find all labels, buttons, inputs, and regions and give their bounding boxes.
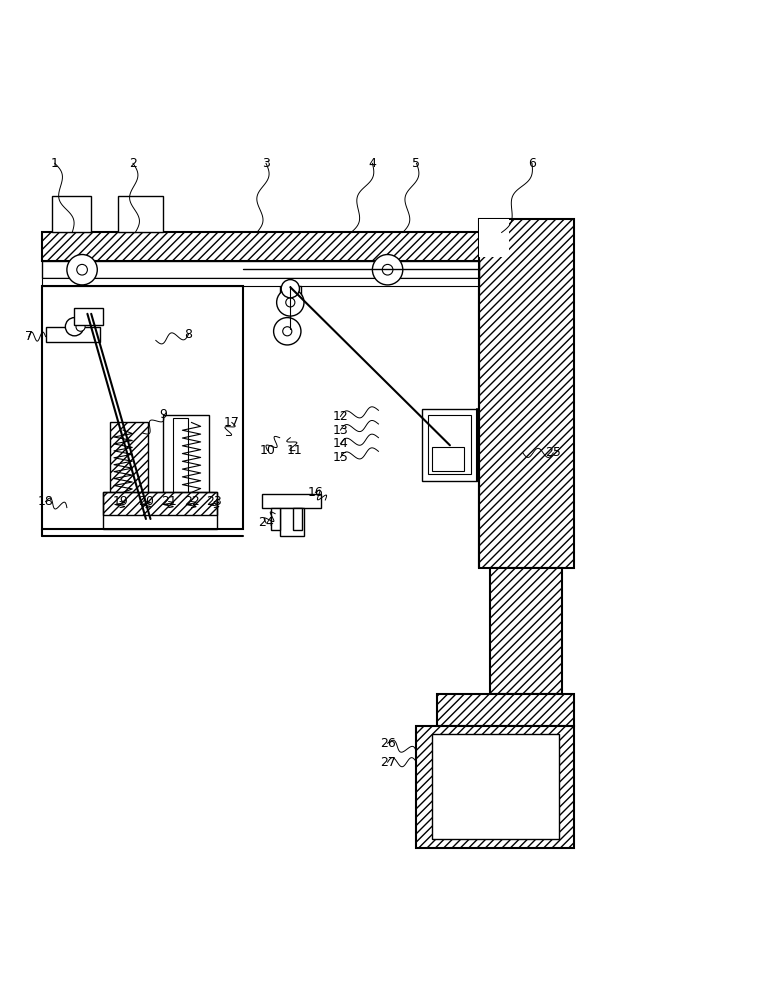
Text: 1: 1: [51, 157, 59, 170]
Text: 8: 8: [185, 328, 192, 341]
Bar: [280, 286, 301, 302]
Text: 27: 27: [380, 756, 395, 769]
Bar: [42, 232, 528, 261]
Bar: [42, 261, 479, 278]
Text: 18: 18: [38, 495, 53, 508]
Bar: [46, 327, 100, 342]
Bar: [110, 422, 148, 498]
Bar: [42, 278, 479, 286]
Circle shape: [277, 289, 304, 316]
Text: 12: 12: [333, 410, 348, 423]
Text: 13: 13: [333, 424, 348, 437]
Bar: [118, 196, 163, 232]
Text: 15: 15: [333, 451, 348, 464]
Text: 11: 11: [287, 444, 302, 457]
Circle shape: [372, 255, 403, 285]
Bar: [280, 508, 304, 536]
Text: 4: 4: [369, 157, 376, 170]
Bar: [42, 286, 243, 529]
Bar: [293, 508, 302, 530]
Bar: [479, 219, 509, 257]
Text: 21: 21: [161, 495, 176, 508]
Bar: [422, 409, 477, 481]
Circle shape: [281, 280, 299, 298]
Bar: [262, 494, 321, 508]
Text: 19: 19: [112, 495, 128, 508]
Text: 2: 2: [129, 157, 137, 170]
Bar: [52, 196, 91, 232]
Text: 5: 5: [413, 157, 420, 170]
Text: 26: 26: [380, 737, 395, 750]
Text: 17: 17: [224, 416, 239, 429]
Circle shape: [65, 318, 84, 336]
Bar: [173, 418, 188, 497]
Bar: [437, 694, 574, 726]
Text: 6: 6: [528, 157, 536, 170]
Circle shape: [67, 255, 97, 285]
Bar: [432, 447, 464, 471]
Bar: [103, 492, 217, 515]
Bar: [432, 734, 559, 839]
Text: 25: 25: [546, 446, 561, 459]
Bar: [271, 508, 280, 530]
Bar: [428, 415, 471, 474]
Circle shape: [77, 264, 87, 275]
Text: 20: 20: [138, 495, 154, 508]
Text: 22: 22: [184, 495, 199, 508]
Circle shape: [76, 322, 85, 331]
Text: 16: 16: [308, 486, 323, 499]
Circle shape: [283, 327, 292, 336]
Circle shape: [382, 264, 393, 275]
Bar: [479, 219, 574, 568]
Bar: [103, 492, 217, 529]
Circle shape: [286, 298, 295, 307]
Bar: [74, 308, 103, 325]
Text: 3: 3: [262, 157, 270, 170]
Circle shape: [274, 318, 301, 345]
Text: 7: 7: [25, 330, 33, 343]
Text: 23: 23: [207, 495, 222, 508]
Bar: [416, 726, 574, 848]
Circle shape: [439, 435, 461, 456]
Text: 9: 9: [160, 408, 167, 421]
Circle shape: [446, 441, 454, 449]
Bar: [490, 568, 562, 694]
Text: 10: 10: [260, 444, 275, 457]
Text: 14: 14: [333, 437, 348, 450]
Bar: [163, 415, 209, 500]
Text: 24: 24: [258, 516, 274, 529]
